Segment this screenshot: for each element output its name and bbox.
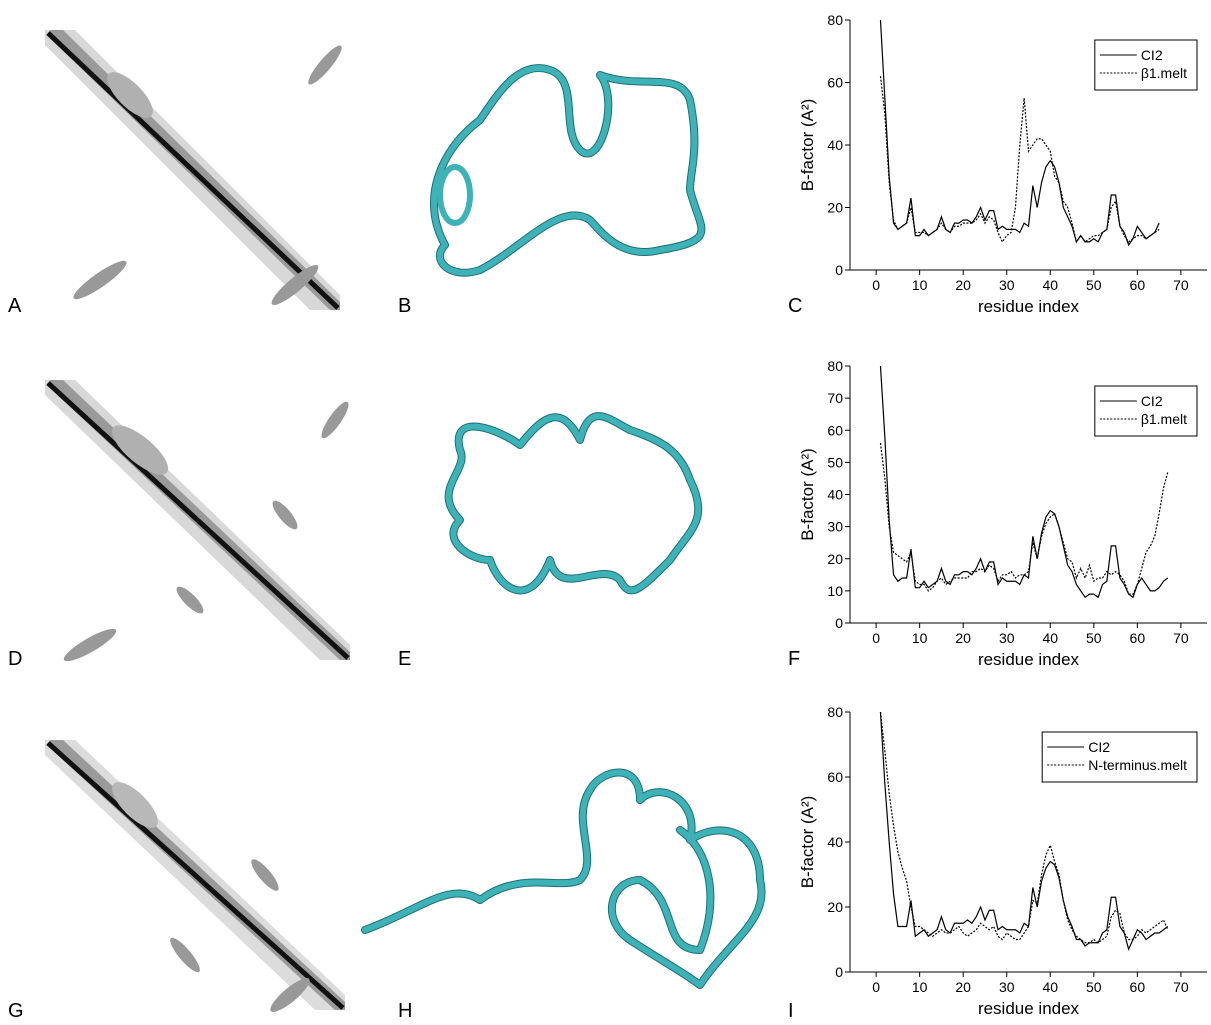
y-tick-label: 30 (827, 519, 843, 535)
y-tick-label: 40 (827, 137, 843, 153)
contact-map (45, 30, 346, 310)
panel-label: B (398, 295, 411, 317)
y-tick-label: 20 (827, 551, 843, 567)
y-tick-label: 10 (827, 583, 843, 599)
x-tick-label: 30 (999, 630, 1015, 646)
y-tick-label: 60 (827, 75, 843, 91)
y-tick-label: 80 (827, 704, 843, 720)
x-tick-label: 50 (1086, 979, 1102, 995)
panel-label: E (398, 648, 411, 670)
x-axis-title: residue index (978, 297, 1080, 316)
x-tick-label: 0 (872, 979, 880, 995)
y-tick-label: 0 (835, 615, 843, 631)
protein-ribbon (365, 773, 762, 986)
x-tick-label: 60 (1130, 630, 1146, 646)
panel-label: F (788, 648, 800, 670)
x-tick-label: 70 (1173, 979, 1189, 995)
data-line (880, 76, 1159, 242)
y-tick-label: 40 (827, 487, 843, 503)
x-tick-label: 60 (1130, 979, 1146, 995)
x-tick-label: 20 (955, 630, 971, 646)
x-tick-label: 30 (999, 277, 1015, 293)
y-axis-title: B-factor (A²) (798, 448, 817, 541)
legend-label: N-terminus.melt (1088, 757, 1187, 773)
x-tick-label: 0 (872, 277, 880, 293)
x-tick-label: 50 (1086, 630, 1102, 646)
y-tick-label: 40 (827, 834, 843, 850)
x-tick-label: 40 (1042, 277, 1058, 293)
x-tick-label: 70 (1173, 277, 1189, 293)
panel-label: H (398, 1000, 412, 1022)
panel-label: D (8, 648, 22, 670)
x-tick-label: 20 (955, 979, 971, 995)
panel-label: A (8, 295, 22, 317)
y-tick-label: 20 (827, 899, 843, 915)
y-tick-label: 0 (835, 964, 843, 980)
y-tick-label: 80 (827, 358, 843, 374)
legend-label: CI2 (1141, 47, 1163, 63)
y-tick-label: 50 (827, 454, 843, 470)
y-tick-label: 80 (827, 12, 843, 28)
x-tick-label: 30 (999, 979, 1015, 995)
contact-map (45, 740, 345, 1016)
x-tick-label: 10 (912, 979, 928, 995)
data-line (880, 443, 1167, 594)
x-tick-label: 40 (1042, 630, 1058, 646)
x-axis-title: residue index (978, 650, 1080, 669)
x-tick-label: 20 (955, 277, 971, 293)
x-tick-label: 0 (872, 630, 880, 646)
y-tick-label: 20 (827, 200, 843, 216)
y-axis-title: B-factor (A²) (798, 99, 817, 192)
x-tick-label: 60 (1130, 277, 1146, 293)
x-tick-label: 50 (1086, 277, 1102, 293)
y-tick-label: 60 (827, 422, 843, 438)
legend-label: β1.melt (1141, 411, 1187, 427)
x-tick-label: 70 (1173, 630, 1189, 646)
protein-ribbon (434, 68, 701, 273)
legend-label: β1.melt (1141, 65, 1187, 81)
panel-label: G (8, 1000, 24, 1022)
legend-label: CI2 (1088, 739, 1110, 755)
protein-ribbon (449, 416, 699, 590)
panel-label: I (788, 1000, 794, 1022)
x-axis-title: residue index (978, 999, 1080, 1018)
x-tick-label: 10 (912, 630, 928, 646)
x-tick-label: 10 (912, 277, 928, 293)
figure: A B C D E F G H I 0 10 20 30 40 50 60 70 0 20 40 60 80 residue… (0, 0, 1211, 1025)
y-tick-label: 0 (835, 262, 843, 278)
y-tick-label: 70 (827, 390, 843, 406)
legend-label: CI2 (1141, 393, 1163, 409)
x-tick-label: 40 (1042, 979, 1058, 995)
contact-map (45, 380, 353, 666)
y-tick-label: 60 (827, 769, 843, 785)
panel-label: C (788, 295, 802, 317)
y-axis-title: B-factor (A²) (798, 796, 817, 889)
